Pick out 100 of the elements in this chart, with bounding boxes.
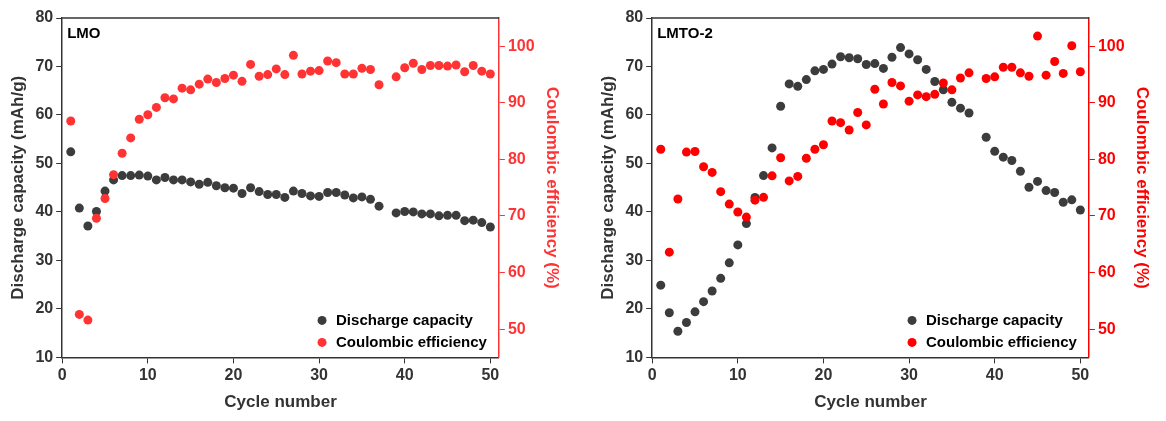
point (348, 193, 358, 203)
point (818, 140, 828, 150)
point (759, 171, 769, 181)
point (955, 103, 965, 113)
point (810, 66, 820, 76)
point (160, 93, 170, 103)
point (990, 72, 1000, 82)
point (331, 58, 341, 68)
point (784, 176, 794, 186)
point (733, 207, 743, 217)
y2-tick-label: 80 (1097, 149, 1116, 167)
point (1050, 57, 1060, 67)
point (955, 73, 965, 83)
point (1007, 156, 1017, 166)
point (220, 183, 230, 193)
x-tick-label: 10 (138, 366, 157, 384)
point (1067, 41, 1077, 51)
point (323, 188, 333, 198)
point (228, 70, 238, 80)
point (844, 53, 854, 63)
point (117, 148, 127, 158)
x-tick-label: 0 (647, 366, 657, 384)
point (151, 102, 161, 112)
chart-title: LMTO-2 (657, 23, 713, 41)
point (74, 203, 84, 213)
point (827, 59, 837, 69)
x-tick-label: 30 (900, 366, 919, 384)
point (314, 191, 324, 201)
point (1015, 166, 1025, 176)
point (186, 85, 196, 95)
point (664, 247, 674, 257)
point (391, 72, 401, 82)
point (425, 209, 435, 219)
point (357, 192, 367, 202)
y-tick-label: 80 (625, 8, 644, 26)
point (408, 58, 418, 68)
point (468, 61, 478, 71)
x-tick-label: 30 (310, 366, 329, 384)
point (254, 187, 264, 197)
point (887, 52, 897, 62)
point (699, 162, 709, 172)
x-tick-label: 40 (985, 366, 1004, 384)
point (246, 183, 256, 193)
point (810, 144, 820, 154)
point (801, 75, 811, 85)
point (143, 171, 153, 181)
point (100, 193, 110, 203)
point (904, 96, 914, 106)
point (297, 189, 307, 199)
point (400, 63, 410, 73)
point (981, 74, 991, 84)
point (91, 213, 101, 223)
y-tick-label: 70 (35, 56, 54, 74)
y-tick-label: 50 (35, 153, 54, 171)
y-tick-label: 40 (625, 202, 644, 220)
point (348, 69, 358, 79)
point (134, 114, 144, 124)
y2-tick-label: 90 (1097, 93, 1116, 111)
point (434, 61, 444, 71)
point (913, 90, 923, 100)
point (288, 50, 298, 60)
legend-label: Discharge capacity (926, 310, 1064, 328)
point (870, 59, 880, 69)
point (861, 60, 871, 70)
y2-tick-label: 90 (507, 93, 526, 111)
point (203, 177, 213, 187)
y2-axis-title: Coulombic efficiency (%) (1133, 86, 1153, 289)
point (323, 56, 333, 66)
point (827, 116, 837, 126)
y-tick-label: 60 (35, 105, 54, 123)
point (887, 77, 897, 87)
point (896, 43, 906, 53)
y2-tick-label: 100 (1097, 36, 1125, 54)
point (400, 206, 410, 216)
point (1033, 31, 1043, 41)
point (801, 153, 811, 163)
x-tick-label: 40 (395, 366, 414, 384)
x-axis-title: Cycle number (814, 392, 928, 412)
point (117, 171, 127, 181)
point (391, 208, 401, 218)
point (741, 212, 751, 222)
point (759, 192, 769, 202)
point (306, 66, 316, 76)
point (1024, 182, 1034, 192)
point (314, 66, 324, 76)
point (66, 147, 76, 157)
point (425, 61, 435, 71)
point (408, 207, 418, 217)
point (853, 107, 863, 117)
point (836, 118, 846, 128)
y2-tick-label: 80 (507, 149, 526, 167)
point (724, 199, 734, 209)
point (288, 186, 298, 196)
y2-axis-title: Coulombic efficiency (%) (543, 86, 563, 289)
point (861, 120, 871, 130)
point (331, 188, 341, 198)
point (177, 83, 187, 93)
point (443, 210, 453, 220)
point (878, 63, 888, 73)
point (451, 60, 461, 70)
